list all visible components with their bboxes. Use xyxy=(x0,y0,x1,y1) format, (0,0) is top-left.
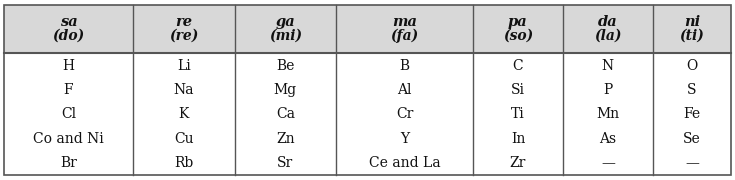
Bar xyxy=(4,53,731,175)
Text: da: da xyxy=(598,15,617,30)
Text: P: P xyxy=(603,83,612,97)
Text: Ca: Ca xyxy=(276,107,295,121)
Text: K: K xyxy=(179,107,189,121)
Text: F: F xyxy=(64,83,74,97)
Text: Cl: Cl xyxy=(61,107,76,121)
Text: Ti: Ti xyxy=(511,107,525,121)
Text: N: N xyxy=(602,59,614,73)
Text: Si: Si xyxy=(511,83,525,97)
Text: Se: Se xyxy=(683,132,700,146)
Text: Rb: Rb xyxy=(174,156,193,170)
Text: (do): (do) xyxy=(52,29,85,43)
Text: Li: Li xyxy=(177,59,190,73)
Text: ga: ga xyxy=(276,15,295,30)
Text: Mg: Mg xyxy=(274,83,297,97)
Text: (mi): (mi) xyxy=(269,29,302,43)
Text: Sr: Sr xyxy=(277,156,293,170)
Text: re: re xyxy=(175,15,193,30)
Text: Y: Y xyxy=(400,132,409,146)
Text: ma: ma xyxy=(392,15,417,30)
Text: Ce and La: Ce and La xyxy=(369,156,440,170)
Text: (ti): (ti) xyxy=(679,29,704,43)
Text: Co and Ni: Co and Ni xyxy=(33,132,104,146)
Text: Cr: Cr xyxy=(396,107,413,121)
Text: B: B xyxy=(400,59,409,73)
Text: Mn: Mn xyxy=(596,107,620,121)
Text: Zr: Zr xyxy=(510,156,526,170)
Text: Br: Br xyxy=(60,156,77,170)
Text: Be: Be xyxy=(276,59,295,73)
Text: sa: sa xyxy=(60,15,77,30)
Text: As: As xyxy=(599,132,617,146)
Text: (la): (la) xyxy=(594,29,622,43)
Text: In: In xyxy=(511,132,526,146)
Text: Al: Al xyxy=(398,83,412,97)
Text: H: H xyxy=(62,59,74,73)
Text: Cu: Cu xyxy=(174,132,193,146)
Text: Na: Na xyxy=(173,83,194,97)
Text: —: — xyxy=(685,156,699,170)
Text: S: S xyxy=(687,83,697,97)
Text: C: C xyxy=(513,59,523,73)
Text: ni: ni xyxy=(684,15,700,30)
Text: (re): (re) xyxy=(169,29,198,43)
Text: —: — xyxy=(601,156,614,170)
Text: (fa): (fa) xyxy=(390,29,419,43)
Text: (so): (so) xyxy=(503,29,533,43)
Text: Zn: Zn xyxy=(276,132,295,146)
Bar xyxy=(4,5,731,53)
Text: pa: pa xyxy=(508,15,528,30)
Text: Fe: Fe xyxy=(684,107,700,121)
Text: O: O xyxy=(686,59,698,73)
